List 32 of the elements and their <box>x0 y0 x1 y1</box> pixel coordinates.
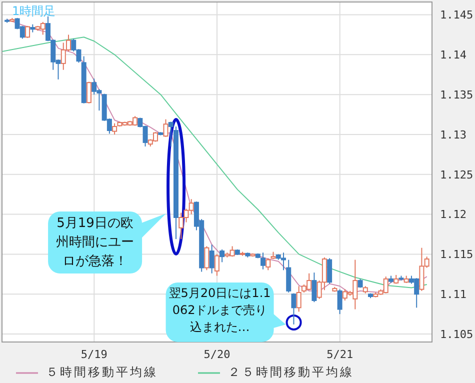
candlestick <box>296 286 302 312</box>
candlestick <box>266 258 271 271</box>
y-tick-label: 1.135 <box>440 88 474 102</box>
y-tick-label: 1.14 <box>440 48 467 62</box>
annotation: 5月19日の欧州時間にユーロが急落！ <box>55 215 136 272</box>
candlestick <box>312 272 317 303</box>
annotation: 翌5月20日には1.1062ドルまで売り込まれた… <box>168 285 271 336</box>
y-tick-label: 1.13 <box>440 128 466 142</box>
y-tick-label: 1.11 <box>440 288 466 302</box>
candlestick <box>337 288 342 315</box>
x-tick-label: 5/20 <box>204 348 230 361</box>
candlestick <box>86 81 92 104</box>
candlestick <box>286 259 292 294</box>
candlestick <box>209 244 214 274</box>
annotation: 1時間足 <box>12 4 56 18</box>
y-tick-label: 1.125 <box>440 168 474 182</box>
x-tick-label: 5/19 <box>80 348 108 361</box>
x-tick-label: 5/21 <box>326 348 354 361</box>
y-tick-label: 1.105 <box>440 328 474 341</box>
candlestick <box>163 118 168 138</box>
legend-label: ２５時間移動平均線 <box>228 364 354 381</box>
candlestick <box>204 246 210 271</box>
candlestick <box>168 121 174 147</box>
candlestick <box>327 258 332 284</box>
y-tick-label: 1.145 <box>440 8 474 22</box>
candlestick <box>291 292 296 325</box>
legend-label: ５時間移動平均線 <box>46 364 158 381</box>
y-tick-label: 1.115 <box>440 248 474 262</box>
y-tick-label: 1.12 <box>440 208 466 222</box>
candlestick <box>214 254 220 276</box>
candlestick <box>220 248 225 263</box>
candlestick <box>112 122 118 135</box>
